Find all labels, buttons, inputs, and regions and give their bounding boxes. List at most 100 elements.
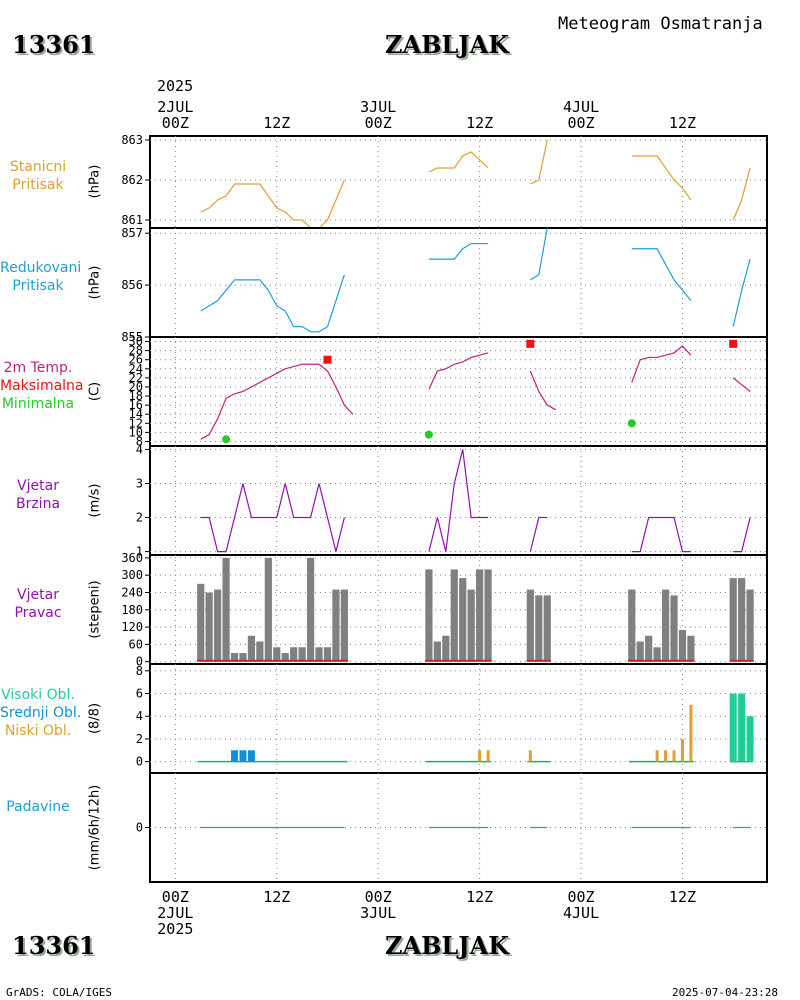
time-label-line: 12Z	[466, 114, 494, 132]
wind-direction-label: Vjetar Pravac	[0, 586, 76, 622]
wind-direction-bar	[340, 589, 348, 662]
wind-direction-bar	[306, 557, 315, 662]
station-pressure-line	[732, 167, 751, 221]
reduced-pressure-line	[428, 242, 489, 260]
station-pressure-line	[200, 179, 345, 229]
cloud-bar	[664, 750, 668, 762]
wind-speed-ytick-label: 2	[136, 511, 143, 525]
cloud-bar	[746, 716, 754, 762]
wind-direction-bar	[653, 647, 661, 662]
clouds-ytick-label: 4	[136, 709, 143, 723]
bottom-time-label: 00Z 4JUL	[551, 889, 611, 921]
station-name-top: ZABLJAK	[385, 30, 510, 59]
wind-direction-bar	[526, 589, 534, 662]
time-label-line: 12Z	[466, 888, 494, 906]
tmax-marker	[526, 339, 535, 348]
precipitation-label-line: Padavine	[6, 798, 70, 815]
wind-direction-ytick-label: 60	[129, 637, 143, 651]
reduced-pressure-ytick-label: 855	[121, 330, 143, 344]
cloud-bar	[689, 704, 693, 762]
wind-direction-bar	[281, 653, 289, 662]
time-label-line: 12Z	[263, 888, 291, 906]
wind-direction-bar	[239, 653, 247, 662]
wind-direction-bar	[273, 647, 281, 662]
station-pressure-label-line: Stanicni	[9, 159, 67, 175]
time-label-line: 2JUL	[157, 904, 194, 922]
wind-direction-bar	[661, 589, 670, 662]
reduced-pressure-ytick-label: 856	[121, 278, 143, 292]
bottom-time-label: 00Z 2JUL 2025	[145, 889, 205, 937]
station-pressure-line	[530, 139, 548, 185]
wind-direction-bar	[433, 641, 441, 662]
wind-direction-label-line: Pravac	[14, 604, 62, 621]
time-label-line: 12Z	[668, 114, 697, 132]
reduced-pressure-line	[732, 258, 751, 327]
bottom-time-label: 12Z	[247, 889, 307, 905]
temperature-ytick-label: 26	[129, 353, 143, 367]
wind-direction-bar	[332, 589, 340, 662]
precipitation-ytick-label: 0	[136, 821, 143, 835]
wind-direction-bar	[484, 569, 492, 662]
cloud-bar	[738, 693, 746, 762]
wind-speed-line	[631, 516, 691, 553]
reduced-pressure-ytick-label: 857	[121, 226, 143, 240]
precipitation-label: Padavine	[0, 798, 76, 816]
station-pressure-frame	[149, 135, 768, 229]
wind-direction-bar	[687, 635, 695, 662]
wind-direction-bar	[729, 578, 737, 662]
temperature-ytick-label: 12	[129, 416, 143, 430]
precipitation-unit: (mm/6h/12h)	[87, 784, 103, 870]
clouds-ytick-label: 0	[136, 755, 143, 769]
wind-direction-ytick-label: 120	[121, 620, 143, 634]
temperature-label: 2m Temp. Maksimalna Minimalna	[0, 359, 84, 413]
bottom-time-label: 12Z	[450, 889, 510, 905]
wind-direction-bar	[290, 647, 298, 662]
wind-speed-unit: (m/s)	[87, 483, 103, 517]
cloud-bar	[231, 750, 239, 762]
wind-direction-bar	[467, 589, 475, 662]
wind-direction-bar	[205, 592, 213, 662]
reduced-pressure-label: Redukovani Pritisak	[0, 259, 81, 295]
wind-direction-bar	[214, 589, 222, 662]
wind-direction-label-line: Vjetar	[17, 586, 59, 603]
wind-direction-bar	[746, 589, 754, 662]
temperature-ytick-label: 24	[129, 362, 143, 376]
wind-direction-bar	[738, 578, 746, 662]
cloud-bar	[478, 750, 482, 762]
time-label-line: 3JUL	[360, 904, 397, 922]
cloud-bar	[672, 750, 676, 762]
wind-direction-bar	[636, 641, 644, 662]
footer-credit: GrADS: COLA/IGES	[6, 986, 112, 999]
wind-speed-ytick-label: 3	[136, 476, 143, 490]
temperature-ytick-label: 18	[129, 389, 143, 403]
cloud-bar	[655, 750, 659, 762]
temperature-line	[200, 363, 354, 440]
time-label-line: 2025	[157, 920, 194, 938]
wind-direction-bar	[450, 569, 458, 662]
time-label-line: 3JUL	[360, 98, 397, 116]
cloud-bar	[239, 750, 247, 762]
top-time-label: 4JUL 00Z	[551, 99, 611, 131]
wind-direction-bar	[670, 595, 678, 662]
wind-direction-bar	[315, 647, 323, 662]
time-label-line: 00Z	[161, 888, 189, 906]
time-label-line: 00Z	[567, 888, 595, 906]
wind-direction-bar	[476, 569, 484, 662]
wind-direction-bar	[678, 629, 687, 662]
footer-timestamp: 2025-07-04-23:28	[672, 986, 778, 999]
temperature-line	[529, 370, 556, 411]
time-label-line: 4JUL	[562, 904, 600, 922]
tmin-marker	[424, 430, 433, 439]
bottom-time-label: 12Z	[652, 889, 712, 905]
time-label-line: 00Z	[364, 114, 392, 132]
station-name-bottom: ZABLJAK	[385, 931, 510, 960]
temperature-line	[428, 352, 489, 390]
clouds-ytick-label: 6	[136, 687, 143, 701]
station-pressure-line	[428, 151, 489, 173]
time-label-line: 12Z	[263, 114, 291, 132]
wind-speed-ytick-label: 4	[136, 442, 143, 456]
station-pressure-label: Stanicni Pritisak	[0, 158, 76, 194]
temperature-ytick-label: 22	[129, 371, 143, 385]
wind-speed-label-line: Brzina	[15, 495, 61, 512]
